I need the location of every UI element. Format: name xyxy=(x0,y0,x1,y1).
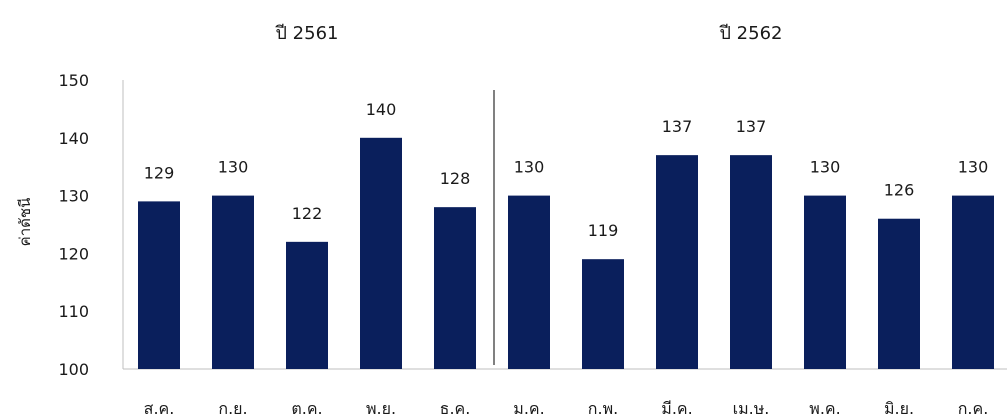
data-label: 137 xyxy=(736,117,767,136)
y-tick-label: 140 xyxy=(58,129,89,148)
data-label: 122 xyxy=(292,204,323,223)
bar xyxy=(656,155,698,369)
data-label: 119 xyxy=(588,221,619,240)
group-labels: ปี 2561 ปี 2562 xyxy=(275,23,782,44)
data-label: 130 xyxy=(958,158,989,177)
bar xyxy=(804,195,846,369)
bar xyxy=(212,195,254,369)
y-tick-label: 130 xyxy=(58,187,89,206)
bar xyxy=(878,218,920,369)
data-label: 126 xyxy=(884,181,915,200)
x-tick-label: ก.ค. xyxy=(958,399,989,418)
x-tick-label: เม.ษ. xyxy=(733,399,770,418)
bars xyxy=(138,137,994,369)
data-label: 128 xyxy=(440,169,471,188)
bar xyxy=(434,207,476,369)
x-tick-label: ก.พ. xyxy=(588,399,618,418)
data-label: 140 xyxy=(366,100,397,119)
x-tick-label: ธ.ค. xyxy=(440,399,471,418)
y-tick-label: 100 xyxy=(58,360,89,379)
y-axis-ticks: 100 110 120 130 140 150 xyxy=(58,71,89,379)
x-axis-ticks: ส.ค. ก.ย. ต.ค. พ.ย. ธ.ค. ม.ค. ก.พ. มี.ค. เม.ษ. พ.… xyxy=(144,399,989,418)
x-tick-label: ม.ค. xyxy=(513,399,544,418)
y-tick-label: 110 xyxy=(58,302,89,321)
data-label: 130 xyxy=(810,158,841,177)
x-tick-label: ก.ย. xyxy=(218,399,247,418)
y-tick-label: 150 xyxy=(58,71,89,90)
bar xyxy=(730,155,772,369)
data-label: 137 xyxy=(662,117,693,136)
bar xyxy=(582,259,624,369)
year-group-label: ปี 2562 xyxy=(719,23,782,44)
year-group-label: ปี 2561 xyxy=(275,23,338,44)
x-tick-label: พ.ย. xyxy=(366,399,396,418)
y-axis-title: ค่าดัชนี xyxy=(16,198,34,247)
bar xyxy=(952,195,994,369)
bar xyxy=(286,241,328,369)
x-tick-label: ส.ค. xyxy=(144,399,175,418)
bar xyxy=(360,137,402,369)
x-tick-label: มิ.ย. xyxy=(884,399,914,418)
data-label: 129 xyxy=(144,163,175,182)
data-label: 130 xyxy=(218,158,249,177)
x-tick-label: ต.ค. xyxy=(291,399,322,418)
data-label: 130 xyxy=(514,158,545,177)
x-tick-label: พ.ค. xyxy=(809,399,840,418)
data-labels: 129 130 122 140 128 130 119 137 137 130 126 130 xyxy=(144,100,989,240)
y-tick-label: 120 xyxy=(58,244,89,263)
bar xyxy=(138,201,180,369)
bar xyxy=(508,195,550,369)
x-tick-label: มี.ค. xyxy=(661,399,692,418)
